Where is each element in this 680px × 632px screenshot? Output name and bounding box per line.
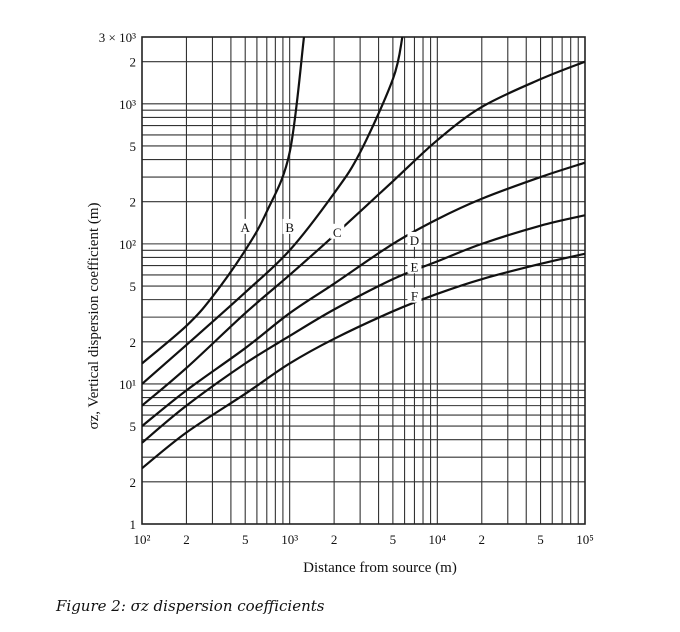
plot-grid xyxy=(142,37,585,524)
x-tick-label: 10⁴ xyxy=(429,532,447,547)
curve-label-bg xyxy=(330,223,345,239)
curve-label-c: C xyxy=(333,225,342,240)
x-tick-label: 5 xyxy=(390,532,397,547)
y-tick-label: 2 xyxy=(130,55,137,70)
curve-b xyxy=(142,37,404,385)
curve-a xyxy=(142,37,306,365)
curve-label-bg xyxy=(238,218,253,234)
curve-label-f: F xyxy=(411,289,418,304)
y-tick-label: 5 xyxy=(130,279,137,294)
curve-c xyxy=(142,60,585,407)
curve-f xyxy=(142,252,585,470)
x-tick-label: 10³ xyxy=(281,532,298,547)
x-tick-label: 5 xyxy=(537,532,544,547)
x-axis-ticks: 10² 2 5 10³ 2 5 10⁴ 2 5 10⁵ xyxy=(134,532,594,547)
x-tick-label: 10⁵ xyxy=(576,532,594,547)
plot-frame xyxy=(141,36,586,525)
x-tick-label: 2 xyxy=(479,532,486,547)
y-tick-label: 10² xyxy=(119,237,136,252)
y-tick-label: 3 × 10³ xyxy=(99,30,136,45)
x-tick-label: 2 xyxy=(331,532,338,547)
x-axis-title: Distance from source (m) xyxy=(303,560,457,576)
y-axis-title: σz, Vertical dispersion coefficient (m) xyxy=(86,202,102,429)
curve-label-b: B xyxy=(285,220,294,235)
curve-label-bg xyxy=(407,287,422,303)
curve-e xyxy=(142,214,585,444)
curves: A B C DEF xyxy=(142,37,585,470)
x-tick-label: 2 xyxy=(183,532,190,547)
y-tick-label: 2 xyxy=(130,335,137,350)
y-tick-label: 5 xyxy=(130,139,137,154)
y-tick-label: 5 xyxy=(130,419,137,434)
y-tick-label: 2 xyxy=(130,195,137,210)
x-tick-label: 5 xyxy=(242,532,249,547)
y-axis-ticks: 1 2 5 10¹ 2 5 10² 2 5 10³ 2 3 × 10³ xyxy=(99,30,136,532)
curve-d xyxy=(142,161,585,427)
figure-caption: Figure 2: σz dispersion coefficients xyxy=(56,597,325,615)
curve-label-bg xyxy=(282,218,297,234)
x-tick-label: 10² xyxy=(134,532,151,547)
curve-label-e: E xyxy=(410,259,418,274)
curve-label-a: A xyxy=(241,220,251,235)
y-tick-label: 1 xyxy=(130,517,137,532)
y-tick-label: 10¹ xyxy=(119,377,136,392)
y-tick-label: 10³ xyxy=(119,97,136,112)
curve-label-bg xyxy=(407,231,422,247)
y-tick-label: 2 xyxy=(130,475,137,490)
curve-label-bg xyxy=(407,258,422,274)
curve-label-d: D xyxy=(410,233,419,248)
